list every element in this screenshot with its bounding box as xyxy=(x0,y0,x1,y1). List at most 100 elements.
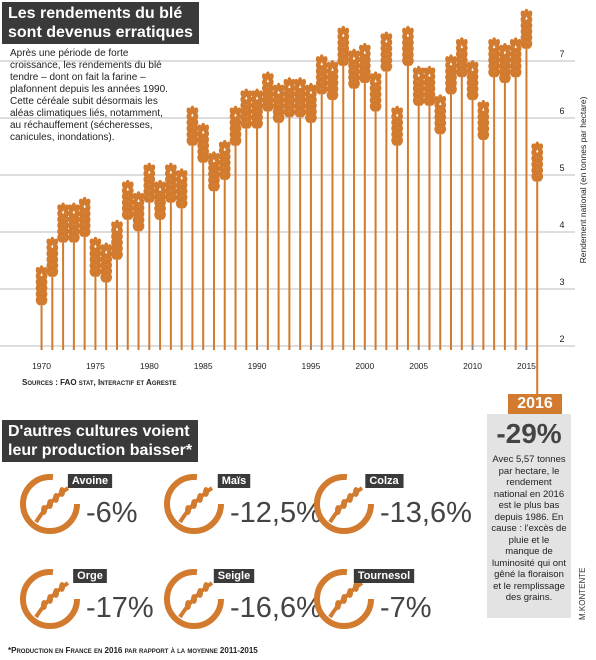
kernel xyxy=(95,268,102,277)
kernel xyxy=(341,25,346,34)
kernel xyxy=(39,265,44,274)
title-line: Les rendements du blé xyxy=(8,5,183,22)
kernel xyxy=(235,137,242,146)
wheat-stalk xyxy=(531,141,544,395)
x-tick-label: 1980 xyxy=(140,361,159,371)
crop-icon-ring xyxy=(314,569,374,629)
stem xyxy=(223,150,226,350)
stem xyxy=(439,105,442,350)
kernel xyxy=(375,103,382,112)
stem xyxy=(191,116,194,350)
footnote: *Production en France en 2016 par rappor… xyxy=(8,646,258,655)
crop-name-bg xyxy=(365,474,404,488)
kernel xyxy=(423,97,430,106)
kernel xyxy=(117,251,123,260)
wheat-stalk xyxy=(369,71,382,351)
wheat-stalk xyxy=(186,105,199,350)
kernel xyxy=(535,141,540,150)
stem xyxy=(471,71,474,350)
kernel xyxy=(308,82,314,91)
kernel xyxy=(132,222,139,232)
kernel xyxy=(434,126,441,135)
x-tick-label: 1970 xyxy=(32,361,51,371)
kernel xyxy=(200,122,206,131)
stem xyxy=(396,116,399,350)
crop-icon xyxy=(347,493,353,503)
kernel xyxy=(179,168,184,177)
stem xyxy=(180,179,183,350)
kernel xyxy=(305,114,311,123)
x-tick-label: 2000 xyxy=(355,361,374,371)
stem xyxy=(309,93,312,351)
wheat-stalk xyxy=(154,179,166,350)
stem xyxy=(72,213,75,350)
kernel xyxy=(121,211,128,220)
kernel xyxy=(348,80,354,89)
wheat-stalk xyxy=(272,82,285,351)
kernel xyxy=(461,69,468,78)
stem xyxy=(256,99,259,350)
stem xyxy=(83,207,86,350)
kernel xyxy=(175,200,182,209)
credit: M.KONTENTE xyxy=(578,567,587,620)
crop-icon-ring xyxy=(20,569,80,629)
wheat-stalk xyxy=(208,151,220,350)
kernel xyxy=(311,114,317,123)
wheat-stalk xyxy=(423,65,436,350)
wheat-stalk xyxy=(89,236,102,350)
kernel xyxy=(380,63,387,72)
crop-icon xyxy=(353,487,359,497)
y-tick-label: 6 xyxy=(559,106,564,116)
kernel xyxy=(418,97,425,106)
x-tick-label: 2010 xyxy=(463,361,482,371)
kernel xyxy=(315,86,322,95)
stem xyxy=(266,82,269,351)
crop-icon xyxy=(41,505,47,515)
crop-name: Avoine xyxy=(72,475,108,487)
kernel xyxy=(351,48,357,57)
stem xyxy=(514,48,517,350)
kernel xyxy=(265,71,271,80)
crop-icon xyxy=(53,588,59,598)
kernel xyxy=(391,137,397,146)
kernel xyxy=(416,65,421,74)
wheat-stalk xyxy=(509,37,522,350)
kernel xyxy=(472,91,479,101)
kernel xyxy=(147,162,152,171)
kernel xyxy=(160,211,166,220)
kernel xyxy=(373,71,378,80)
crop-icon xyxy=(47,499,53,509)
stem xyxy=(115,230,118,350)
crop-icon xyxy=(185,505,191,515)
crop-name: Tournesol xyxy=(358,570,410,582)
wheat-stalk xyxy=(46,236,59,350)
kernel xyxy=(46,268,53,277)
kernel xyxy=(154,211,160,220)
wheat-stalk xyxy=(283,77,296,350)
crop-name-bg xyxy=(353,569,415,583)
highlight-change: -29% xyxy=(496,418,562,449)
kernel xyxy=(52,268,59,277)
kernel xyxy=(537,173,544,182)
crop-change: -12,5% xyxy=(230,497,322,529)
crop-icon xyxy=(335,505,341,515)
wheat-stalk xyxy=(488,37,500,350)
y-axis-label: Rendement national (en tonnes par hectar… xyxy=(578,96,588,263)
x-tick-label: 1995 xyxy=(301,361,320,371)
x-tick-label: 2005 xyxy=(409,361,428,371)
crop-name-bg xyxy=(213,569,255,583)
kernel xyxy=(50,236,55,245)
kernel xyxy=(168,162,174,171)
crop-icon xyxy=(41,600,47,610)
wheat-stalk xyxy=(499,42,511,351)
stem xyxy=(331,71,334,350)
kernel xyxy=(402,57,408,66)
kernel xyxy=(244,88,249,97)
kernel xyxy=(440,126,447,135)
kernel xyxy=(343,57,350,66)
wheat-stalk xyxy=(111,219,123,350)
crop-change: -6% xyxy=(86,497,138,529)
kernel xyxy=(171,194,177,203)
kernel xyxy=(515,69,522,78)
